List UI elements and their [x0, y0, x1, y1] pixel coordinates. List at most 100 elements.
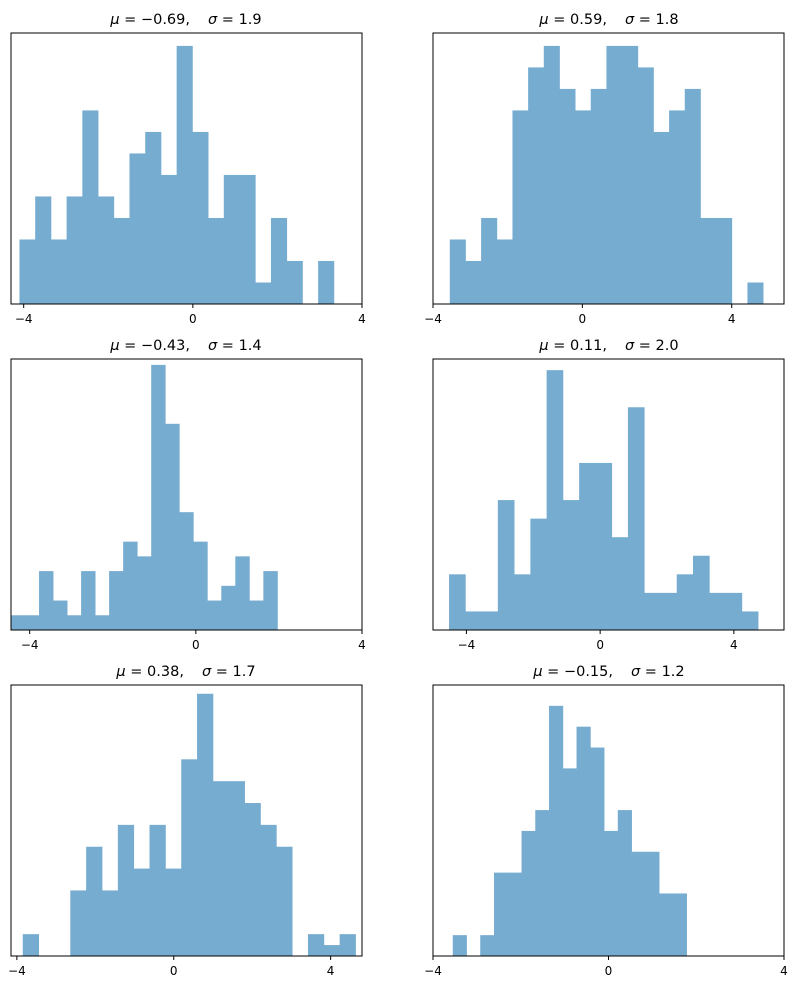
panel-5-bar-14 — [228, 781, 245, 956]
panel-6-bar-14 — [631, 851, 646, 956]
panel-2-bar-17 — [700, 217, 717, 304]
panel-3-bar-6 — [81, 571, 96, 630]
panel-4-bar-3 — [481, 611, 499, 630]
panel-5-bar-20 — [323, 945, 341, 956]
panel-5-title: μ = 0.38, σ = 1.7 — [115, 664, 255, 680]
panel-2-bar-5 — [512, 110, 529, 305]
histogram-panel-3: μ = −0.43, σ = 1.4 −4 0 4 — [10, 338, 366, 652]
panel-3-bar-4 — [53, 600, 68, 630]
panel-1-bars — [19, 45, 335, 305]
panel-5-xtick-label-3: 4 — [327, 964, 335, 978]
panel-2-bar-3 — [481, 217, 498, 304]
panel-5-bar-1 — [22, 934, 40, 956]
panel-2-bar-15 — [669, 110, 686, 305]
panel-1-bar-8 — [129, 153, 146, 304]
panel-1-bar-17 — [270, 217, 288, 304]
panel-5-axes-frame — [10, 684, 363, 957]
panel-5-bar-21 — [339, 934, 356, 956]
histogram-panel-5: μ = 0.38, σ = 1.7 −4 0 4 — [8, 664, 363, 978]
panel-6-bar-13 — [617, 810, 632, 956]
panel-5-bar-6 — [101, 890, 119, 956]
panel-5-bar-12 — [197, 693, 214, 956]
panel-1-xtick-label-3: 4 — [358, 312, 366, 326]
panel-4-bar-4 — [497, 500, 515, 630]
panel-6-bar-16 — [659, 893, 674, 956]
panel-3-bar-17 — [235, 556, 250, 630]
panel-5-bar-4 — [70, 890, 87, 956]
panel-5-bar-17 — [276, 846, 293, 956]
panel-2-bars — [449, 45, 764, 305]
panel-4-bar-11 — [611, 537, 629, 630]
panel-4-bar-9 — [579, 462, 596, 630]
panel-5-bars — [22, 693, 356, 956]
panel-6-xtick-label-1: −4 — [424, 964, 442, 978]
panel-4-bars — [449, 370, 759, 630]
panel-5-xtick-label-1: −4 — [8, 964, 26, 978]
panel-1-bar-16 — [255, 282, 272, 304]
panel-3-xtick-label-3: 4 — [358, 638, 366, 652]
panel-5-xtick-label-2: 0 — [170, 964, 178, 978]
panel-5-bar-13 — [212, 781, 230, 956]
panel-6-xtick-label-2: 0 — [605, 964, 613, 978]
panel-5-bar-16 — [260, 824, 277, 956]
panel-1-bar-4 — [66, 196, 83, 304]
panel-3-xtick-label-1: −4 — [21, 638, 39, 652]
panel-1-bar-5 — [82, 110, 99, 305]
panel-2-bar-12 — [622, 45, 639, 305]
panel-2-bar-8 — [559, 88, 576, 304]
panel-5-bar-15 — [244, 803, 261, 956]
histogram-panel-2: μ = 0.59, σ = 1.8 −4 0 4 — [424, 12, 785, 326]
panel-4-xtick-label-3: 4 — [730, 638, 738, 652]
panel-2-bar-9 — [575, 110, 592, 305]
panel-1-bar-3 — [50, 239, 68, 304]
panel-1-bar-1 — [19, 239, 36, 304]
panel-1-bar-14 — [223, 174, 240, 304]
panel-3-bar-8 — [109, 571, 124, 630]
histogram-panel-1: μ = −0.69, σ = 1.9 −4 0 4 — [10, 12, 366, 326]
panel-4-bar-15 — [676, 574, 694, 630]
panel-1-title: μ = −0.69, σ = 1.9 — [109, 12, 261, 28]
panel-6-xtick-label-3: 4 — [780, 964, 788, 978]
panel-1-bar-20 — [318, 260, 335, 304]
panel-4-axes-frame — [432, 358, 785, 631]
panel-4-bar-1 — [449, 574, 466, 630]
panel-6-bar-7 — [535, 810, 550, 956]
panel-1-x-axis: −4 0 4 — [15, 304, 366, 326]
panel-4-bar-7 — [546, 370, 564, 630]
panel-5-bar-7 — [117, 824, 135, 956]
panel-2-bar-4 — [496, 239, 513, 304]
panel-3-bar-10 — [137, 556, 152, 630]
panel-3-bar-19 — [263, 571, 278, 630]
panel-6-bar-5 — [507, 872, 522, 956]
panel-6-x-axis: −4 0 4 — [424, 956, 788, 978]
panel-6-bar-12 — [604, 830, 619, 956]
panel-1-bar-18 — [286, 260, 303, 304]
panel-3-bar-2 — [25, 615, 40, 630]
panel-6-bar-3 — [480, 935, 495, 956]
panel-3-bar-15 — [207, 600, 222, 630]
panel-1-bar-10 — [160, 174, 178, 304]
panel-6-bar-9 — [562, 768, 577, 956]
panel-6-title: μ = −0.15, σ = 1.2 — [532, 664, 684, 680]
panel-6-bar-11 — [590, 747, 605, 956]
panel-3-bar-5 — [67, 615, 82, 630]
panel-4-bar-8 — [562, 500, 580, 630]
panel-2-xtick-label-3: 4 — [728, 312, 736, 326]
panel-3-bar-3 — [39, 571, 54, 630]
panel-5-x-axis: −4 0 4 — [8, 956, 334, 978]
panel-4-bar-17 — [709, 592, 726, 630]
histogram-panel-4: μ = 0.11, σ = 2.0 −4 0 4 — [432, 338, 785, 652]
panel-3-bar-7 — [95, 615, 110, 630]
panel-1-axes-frame — [10, 32, 363, 305]
panel-2-bar-6 — [528, 67, 545, 304]
panel-2-x-axis: −4 0 4 — [424, 304, 736, 326]
panel-5-bar-10 — [165, 868, 182, 956]
panel-1-bar-12 — [192, 131, 209, 304]
panel-2-bar-20 — [747, 282, 764, 304]
panel-3-xtick-label-2: 0 — [192, 638, 200, 652]
panel-3-bar-12 — [165, 423, 180, 630]
panel-4-xtick-label-1: −4 — [458, 638, 476, 652]
panel-4-bar-18 — [725, 592, 743, 630]
panel-4-bar-13 — [644, 592, 661, 630]
panel-5-bar-5 — [86, 846, 103, 956]
